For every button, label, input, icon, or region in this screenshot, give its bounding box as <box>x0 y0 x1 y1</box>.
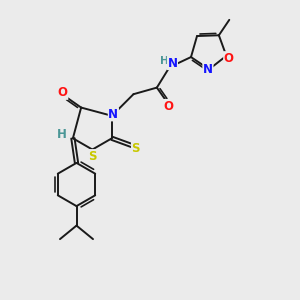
Text: S: S <box>88 150 97 163</box>
Text: N: N <box>108 108 118 121</box>
Text: N: N <box>167 56 178 70</box>
Text: O: O <box>58 86 68 99</box>
Text: N: N <box>203 63 213 76</box>
Text: O: O <box>163 100 173 112</box>
Text: S: S <box>131 142 140 154</box>
Text: H: H <box>57 128 66 141</box>
Text: H: H <box>160 56 168 66</box>
Text: O: O <box>224 52 234 65</box>
